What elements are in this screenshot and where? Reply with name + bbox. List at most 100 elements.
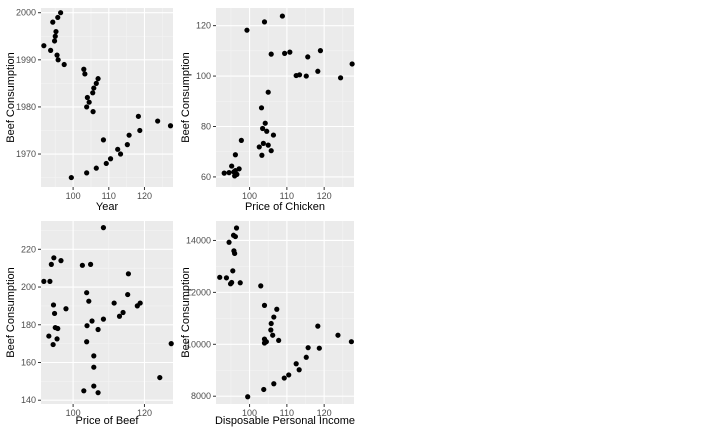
- data-point: [117, 151, 124, 157]
- y-tick-label: 12000: [186, 287, 211, 297]
- y-tick-label: 120: [196, 21, 211, 31]
- data-point: [268, 320, 274, 327]
- data-point: [48, 261, 54, 267]
- data-point: [238, 137, 244, 143]
- data-point: [81, 66, 87, 72]
- y-tick-label: 160: [21, 357, 36, 367]
- data-point: [261, 386, 267, 393]
- data-point: [91, 353, 97, 359]
- data-point: [293, 72, 299, 79]
- data-point: [256, 144, 262, 150]
- data-point: [50, 341, 56, 348]
- panel-beef-vs-year: 100 110 120 1970 1980 1990 2000 Year Beef Consum…: [5, 8, 174, 213]
- data-point: [103, 160, 109, 167]
- data-point: [245, 394, 251, 400]
- data-point: [349, 61, 355, 67]
- data-point: [48, 47, 54, 53]
- y-tick-label: 80: [201, 121, 211, 131]
- data-point: [232, 152, 238, 158]
- data-point: [260, 140, 266, 146]
- panel-beef-vs-income: 100 110 120 8000 10000 12000 14000 Disposable P…: [180, 221, 355, 427]
- data-point: [84, 104, 90, 110]
- data-point: [86, 298, 92, 304]
- data-point: [223, 275, 230, 281]
- data-point: [125, 291, 131, 298]
- data-point: [262, 120, 268, 126]
- x-tick-label: 100: [242, 408, 257, 418]
- data-point: [46, 333, 52, 339]
- y-tick-label: 60: [201, 172, 211, 182]
- data-point: [55, 57, 61, 63]
- panel-background: [216, 8, 354, 187]
- data-point: [335, 332, 341, 338]
- data-point: [261, 302, 268, 308]
- data-point: [274, 306, 280, 312]
- data-point: [217, 274, 223, 280]
- data-point: [87, 261, 94, 267]
- data-point: [47, 278, 53, 284]
- y-axis-title: Beef Consumption: [180, 52, 192, 143]
- data-point: [259, 152, 265, 158]
- data-point: [305, 345, 311, 351]
- data-point: [227, 281, 234, 287]
- data-point: [82, 71, 88, 77]
- y-tick-label: 180: [21, 320, 36, 330]
- data-point: [90, 90, 96, 96]
- data-point: [55, 325, 61, 332]
- y-axis-title: Beef Consumption: [5, 267, 17, 358]
- data-point: [137, 127, 143, 134]
- x-tick-label: 110: [280, 191, 294, 201]
- data-point: [305, 54, 311, 60]
- x-axis-title: Year: [96, 201, 119, 213]
- data-point: [229, 163, 235, 169]
- data-point: [303, 73, 309, 79]
- data-point: [93, 80, 99, 86]
- data-point: [95, 326, 101, 333]
- data-point: [63, 306, 69, 312]
- data-point: [81, 388, 87, 394]
- data-point: [95, 390, 101, 396]
- y-tick-label: 8000: [191, 391, 211, 401]
- data-point: [115, 146, 121, 152]
- data-point: [135, 113, 141, 119]
- x-axis-title: Price of Beef: [76, 415, 140, 427]
- data-point: [232, 233, 238, 240]
- data-point: [84, 94, 90, 101]
- data-point: [167, 123, 174, 129]
- data-point: [279, 13, 285, 19]
- data-point: [111, 300, 117, 306]
- data-point: [315, 68, 321, 74]
- data-point: [232, 250, 238, 257]
- y-tick-label: 1990: [16, 55, 36, 65]
- data-point: [84, 323, 90, 329]
- data-point: [168, 341, 174, 347]
- panel-background: [41, 8, 173, 187]
- data-point: [53, 28, 59, 35]
- y-tick-label: 14000: [186, 235, 211, 245]
- data-point: [264, 128, 270, 134]
- data-point: [100, 137, 107, 143]
- x-tick-label: 120: [137, 408, 152, 418]
- y-tick-label: 1970: [16, 149, 36, 159]
- y-axis-title: Beef Consumption: [180, 267, 192, 358]
- data-point: [100, 316, 107, 322]
- x-tick-label: 110: [102, 191, 116, 201]
- data-point: [126, 132, 132, 138]
- data-point: [226, 239, 232, 245]
- data-point: [261, 340, 268, 346]
- data-point: [265, 142, 271, 148]
- data-point: [91, 364, 97, 370]
- y-axis-title: Beef Consumption: [5, 52, 17, 143]
- data-point: [58, 258, 64, 264]
- data-point: [221, 170, 227, 176]
- data-point: [100, 225, 107, 231]
- data-point: [268, 51, 274, 57]
- data-point: [41, 43, 47, 49]
- data-point: [258, 105, 265, 111]
- data-point: [316, 345, 322, 351]
- data-point: [90, 109, 96, 115]
- data-point: [270, 332, 276, 338]
- data-point: [58, 10, 64, 16]
- x-tick-label: 120: [317, 191, 332, 201]
